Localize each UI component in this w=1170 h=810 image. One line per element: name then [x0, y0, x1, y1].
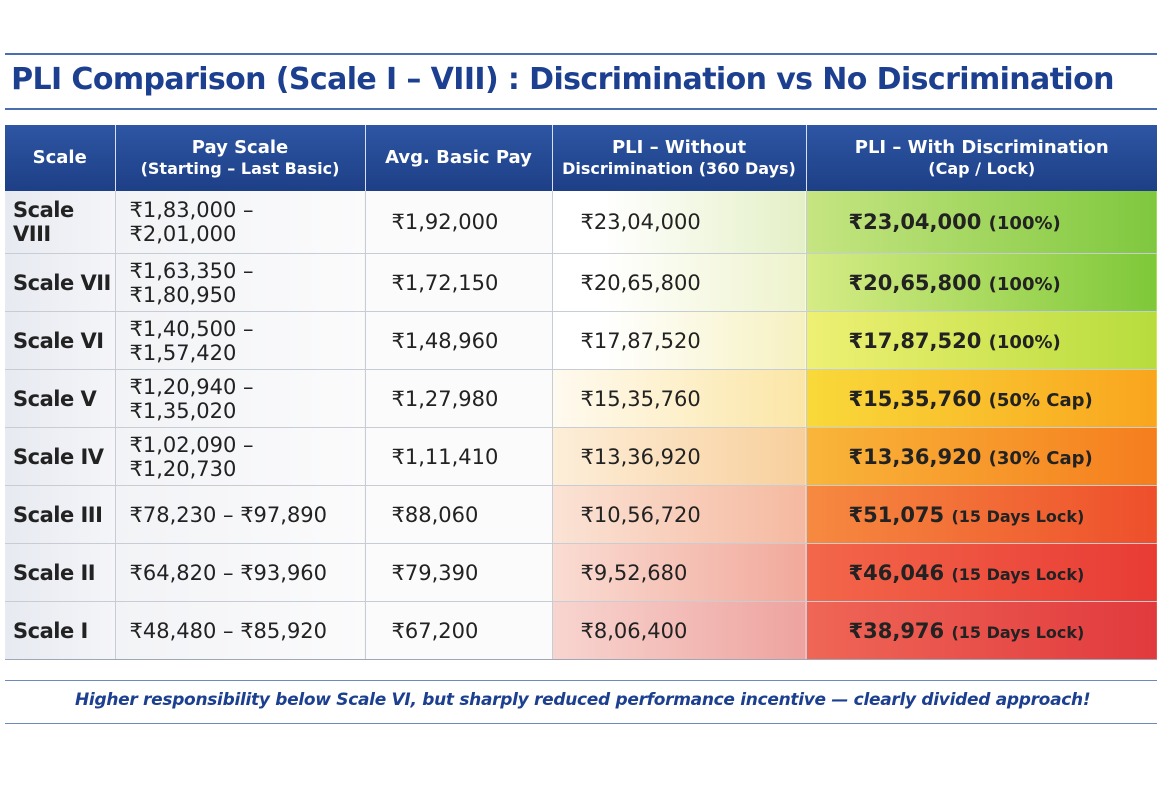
pli-with-cell: ₹23,04,000 (100%) [806, 191, 1157, 254]
pli-with-cell: ₹15,35,760 (50% Cap) [806, 369, 1157, 428]
pli-comparison-table: Scale Pay Scale (Starting – Last Basic) … [5, 125, 1157, 660]
pli-with-note: (15 Days Lock) [951, 506, 1085, 526]
pli-with-value: ₹23,04,000 [848, 210, 982, 234]
pli-with-value: ₹46,046 [848, 560, 945, 585]
footer-top-rule [5, 680, 1157, 681]
pli-with-value: ₹20,65,800 [848, 270, 982, 295]
pay-scale-cell: ₹1,02,090 – ₹1,20,730 [115, 427, 366, 486]
table-row: Scale II ₹64,820 – ₹93,960 ₹79,390 ₹9,52… [5, 543, 1157, 602]
pli-with-cell: ₹46,046 (15 Days Lock) [806, 543, 1157, 602]
header-scale: Scale [5, 125, 116, 191]
top-rule [5, 53, 1157, 55]
pay-scale-cell: ₹78,230 – ₹97,890 [115, 485, 366, 544]
pli-without-cell: ₹23,04,000 [552, 191, 807, 254]
avg-basic-cell: ₹1,27,980 [365, 369, 553, 428]
header-avg-basic-label: Avg. Basic Pay [385, 147, 532, 169]
pli-without-cell: ₹8,06,400 [552, 601, 807, 660]
pli-without-cell: ₹9,52,680 [552, 543, 807, 602]
header-pay-scale: Pay Scale (Starting – Last Basic) [115, 125, 366, 191]
avg-basic-cell: ₹1,92,000 [365, 191, 553, 254]
header-scale-label: Scale [32, 147, 87, 169]
pli-with-note: (100%) [988, 273, 1061, 295]
pli-with-value: ₹15,35,760 [848, 386, 982, 411]
table-row: Scale VIII ₹1,83,000 – ₹2,01,000 ₹1,92,0… [5, 191, 1157, 254]
avg-basic-cell: ₹1,72,150 [365, 253, 553, 312]
avg-basic-cell: ₹67,200 [365, 601, 553, 660]
scale-cell: Scale I [5, 601, 116, 660]
scale-cell: Scale III [5, 485, 116, 544]
pli-with-value: ₹51,075 [848, 502, 945, 527]
footer-bottom-rule [5, 723, 1157, 724]
pli-with-note: (15 Days Lock) [951, 564, 1085, 584]
header-pay-scale-label: Pay Scale [191, 136, 289, 158]
pay-scale-cell: ₹1,40,500 – ₹1,57,420 [115, 311, 366, 370]
pli-with-cell: ₹38,976 (15 Days Lock) [806, 601, 1157, 660]
pli-without-cell: ₹10,56,720 [552, 485, 807, 544]
header-pli-without-sub: Discrimination (360 Days) [562, 159, 796, 179]
pli-with-value: ₹17,87,520 [848, 328, 982, 353]
pli-with-note: (50% Cap) [988, 389, 1093, 411]
table-row: Scale VI ₹1,40,500 – ₹1,57,420 ₹1,48,960… [5, 311, 1157, 370]
avg-basic-cell: ₹79,390 [365, 543, 553, 602]
header-pli-with: PLI – With Discrimination (Cap / Lock) [806, 125, 1157, 191]
table-row: Scale VII ₹1,63,350 – ₹1,80,950 ₹1,72,15… [5, 253, 1157, 312]
scale-cell: Scale VIII [5, 191, 116, 254]
footer-note: Higher responsibility below Scale VI, bu… [75, 690, 1091, 710]
page-title: PLI Comparison (Scale I – VIII) : Discri… [11, 62, 1114, 97]
pli-with-note: (30% Cap) [988, 447, 1093, 469]
header-row: Scale Pay Scale (Starting – Last Basic) … [5, 125, 1157, 191]
pli-with-note: (100%) [988, 331, 1061, 353]
pay-scale-cell: ₹1,83,000 – ₹2,01,000 [115, 191, 366, 254]
pli-with-note: (100%) [988, 213, 1061, 234]
table-row: Scale V ₹1,20,940 – ₹1,35,020 ₹1,27,980 … [5, 369, 1157, 428]
header-pay-scale-sub: (Starting – Last Basic) [140, 159, 340, 179]
scale-cell: Scale VI [5, 311, 116, 370]
pli-with-value: ₹38,976 [848, 618, 945, 643]
pay-scale-cell: ₹48,480 – ₹85,920 [115, 601, 366, 660]
pli-without-cell: ₹15,35,760 [552, 369, 807, 428]
pli-with-cell: ₹17,87,520 (100%) [806, 311, 1157, 370]
pay-scale-cell: ₹1,63,350 – ₹1,80,950 [115, 253, 366, 312]
pli-with-value: ₹13,36,920 [848, 444, 982, 469]
scale-cell: Scale V [5, 369, 116, 428]
table-row: Scale I ₹48,480 – ₹85,920 ₹67,200 ₹8,06,… [5, 601, 1157, 660]
scale-cell: Scale II [5, 543, 116, 602]
header-pli-without-label: PLI – Without [611, 136, 747, 158]
header-pli-without: PLI – Without Discrimination (360 Days) [552, 125, 807, 191]
title-rule [5, 108, 1157, 110]
scale-cell: Scale VII [5, 253, 116, 312]
header-pli-with-sub: (Cap / Lock) [928, 159, 1036, 179]
table-row: Scale III ₹78,230 – ₹97,890 ₹88,060 ₹10,… [5, 485, 1157, 544]
header-avg-basic: Avg. Basic Pay [365, 125, 553, 191]
table-row: Scale IV ₹1,02,090 – ₹1,20,730 ₹1,11,410… [5, 427, 1157, 486]
avg-basic-cell: ₹1,48,960 [365, 311, 553, 370]
pay-scale-cell: ₹64,820 – ₹93,960 [115, 543, 366, 602]
pli-without-cell: ₹17,87,520 [552, 311, 807, 370]
pli-without-cell: ₹20,65,800 [552, 253, 807, 312]
pay-scale-cell: ₹1,20,940 – ₹1,35,020 [115, 369, 366, 428]
scale-cell: Scale IV [5, 427, 116, 486]
pli-with-note: (15 Days Lock) [951, 622, 1085, 642]
header-pli-with-label: PLI – With Discrimination [854, 136, 1109, 158]
pli-with-cell: ₹51,075 (15 Days Lock) [806, 485, 1157, 544]
pli-with-cell: ₹13,36,920 (30% Cap) [806, 427, 1157, 486]
pli-with-cell: ₹20,65,800 (100%) [806, 253, 1157, 312]
pli-without-cell: ₹13,36,920 [552, 427, 807, 486]
avg-basic-cell: ₹88,060 [365, 485, 553, 544]
avg-basic-cell: ₹1,11,410 [365, 427, 553, 486]
